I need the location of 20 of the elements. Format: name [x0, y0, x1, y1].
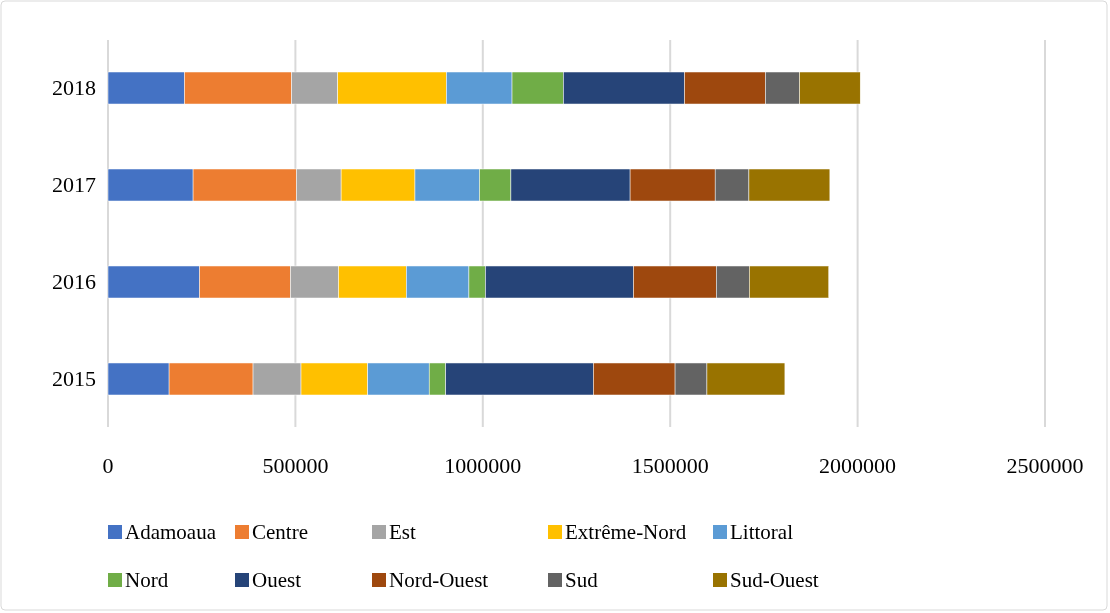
y-tick-label: 2015 [52, 365, 96, 391]
y-tick-label: 2017 [52, 172, 96, 197]
legend-label: Sud-Ouest [730, 568, 819, 592]
legend-label: Adamoaua [125, 520, 217, 544]
x-tick-label: 0 [102, 453, 114, 478]
legend-label: Est [389, 520, 416, 544]
x-tick-label: 500000 [262, 453, 329, 478]
y-tick-label: 2018 [52, 75, 96, 101]
legend-label: Extrême-Nord [565, 520, 687, 544]
legend-label: Centre [252, 520, 308, 544]
legend-label: Nord-Ouest [389, 568, 489, 592]
x-tick-label: 1000000 [444, 453, 522, 478]
legend-label: Nord [125, 568, 169, 592]
legend-label: Ouest [252, 568, 302, 592]
legend-label: Littoral [730, 520, 794, 544]
y-tick-label: 2016 [52, 269, 96, 294]
x-tick-label: 1500000 [631, 453, 709, 478]
x-tick-label: 2500000 [1006, 453, 1084, 478]
legend-label: Sud [565, 568, 599, 592]
x-tick-label: 2000000 [819, 453, 897, 478]
